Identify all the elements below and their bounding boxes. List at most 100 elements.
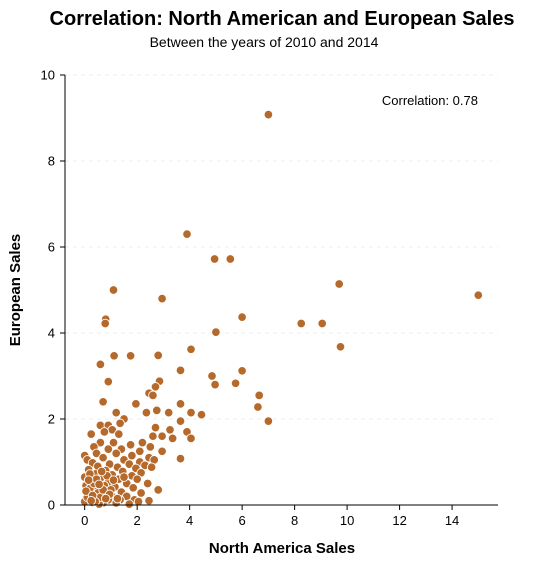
data-point bbox=[207, 371, 217, 381]
chart-subtitle: Between the years of 2010 and 2014 bbox=[150, 34, 379, 50]
data-point bbox=[95, 359, 106, 370]
y-tick-label: 2 bbox=[48, 412, 55, 427]
data-point bbox=[103, 444, 114, 454]
data-point bbox=[165, 425, 175, 435]
data-point bbox=[157, 293, 167, 304]
data-point bbox=[96, 466, 107, 477]
x-axis-label: North America Sales bbox=[209, 540, 355, 557]
data-point bbox=[131, 399, 141, 409]
data-point bbox=[157, 446, 167, 457]
data-point bbox=[225, 254, 236, 264]
data-point bbox=[317, 318, 327, 329]
data-point bbox=[150, 422, 161, 433]
data-point bbox=[108, 475, 119, 485]
data-point bbox=[81, 486, 91, 496]
y-axis-ticks: 0 2 4 6 8 10 bbox=[41, 68, 65, 513]
correlation-annotation: Correlation: 0.78 bbox=[382, 93, 478, 108]
data-point bbox=[124, 459, 135, 469]
chart-title: Correlation: North American and European… bbox=[50, 8, 515, 30]
x-tick-label: 10 bbox=[340, 513, 354, 528]
data-point bbox=[167, 433, 178, 444]
data-point bbox=[112, 493, 123, 504]
data-point bbox=[115, 418, 125, 429]
data-point bbox=[103, 376, 114, 387]
data-point bbox=[145, 442, 156, 452]
data-point bbox=[334, 279, 344, 289]
x-tick-label: 0 bbox=[81, 513, 88, 528]
data-point bbox=[135, 446, 145, 457]
data-point bbox=[124, 499, 135, 509]
data-point bbox=[153, 485, 163, 495]
data-point bbox=[108, 285, 119, 295]
data-point bbox=[98, 452, 108, 463]
data-point bbox=[263, 109, 274, 120]
grid-lines bbox=[65, 74, 498, 420]
data-point bbox=[128, 483, 138, 493]
data-point bbox=[175, 416, 186, 426]
data-point bbox=[94, 479, 104, 490]
y-axis-label: European Sales bbox=[7, 234, 24, 347]
data-point bbox=[146, 462, 157, 472]
data-point bbox=[254, 390, 264, 401]
data-point bbox=[86, 429, 96, 439]
data-point bbox=[108, 437, 119, 448]
data-point bbox=[211, 327, 221, 337]
data-point bbox=[473, 290, 484, 300]
x-tick-label: 14 bbox=[445, 513, 459, 528]
y-tick-label: 8 bbox=[48, 154, 55, 169]
data-point bbox=[111, 407, 121, 418]
data-point bbox=[99, 427, 110, 437]
data-point bbox=[153, 350, 163, 361]
x-tick-label: 2 bbox=[134, 513, 141, 528]
data-point bbox=[186, 407, 196, 418]
data-point bbox=[175, 453, 186, 464]
data-point bbox=[296, 318, 306, 329]
data-point bbox=[83, 475, 94, 485]
data-point bbox=[111, 448, 121, 459]
data-point bbox=[209, 254, 220, 264]
data-point bbox=[253, 402, 263, 412]
data-point bbox=[186, 344, 196, 355]
x-tick-label: 12 bbox=[392, 513, 406, 528]
data-point bbox=[125, 440, 136, 450]
data-point bbox=[175, 365, 186, 376]
data-point bbox=[175, 399, 186, 409]
x-axis-ticks: 0 2 4 6 8 10 12 14 bbox=[81, 505, 459, 528]
data-point bbox=[100, 493, 111, 504]
data-point bbox=[210, 379, 220, 390]
data-point bbox=[150, 382, 161, 392]
data-point bbox=[163, 407, 174, 418]
data-point bbox=[127, 450, 137, 461]
data-points bbox=[79, 109, 484, 509]
data-point bbox=[86, 495, 96, 506]
data-point bbox=[230, 378, 241, 389]
y-tick-label: 0 bbox=[48, 498, 55, 513]
data-point bbox=[157, 431, 167, 441]
data-point bbox=[137, 437, 148, 448]
data-point bbox=[186, 433, 196, 444]
data-point bbox=[237, 312, 247, 322]
data-point bbox=[141, 407, 152, 418]
data-point bbox=[114, 429, 124, 439]
data-point bbox=[91, 448, 102, 459]
data-point bbox=[109, 351, 119, 361]
x-tick-label: 8 bbox=[291, 513, 298, 528]
y-tick-label: 4 bbox=[48, 326, 55, 341]
data-point bbox=[136, 488, 146, 498]
y-tick-label: 6 bbox=[48, 240, 55, 255]
x-tick-label: 4 bbox=[186, 513, 193, 528]
data-point bbox=[148, 390, 158, 401]
data-point bbox=[152, 405, 162, 416]
data-point bbox=[100, 318, 110, 329]
data-point bbox=[98, 397, 108, 407]
data-point bbox=[95, 437, 106, 448]
data-point bbox=[237, 366, 247, 376]
data-point bbox=[148, 431, 158, 441]
data-point bbox=[132, 474, 142, 484]
data-point bbox=[133, 496, 144, 507]
data-point bbox=[142, 478, 153, 489]
data-point bbox=[335, 342, 346, 352]
x-tick-label: 6 bbox=[239, 513, 246, 528]
data-point bbox=[144, 495, 154, 506]
